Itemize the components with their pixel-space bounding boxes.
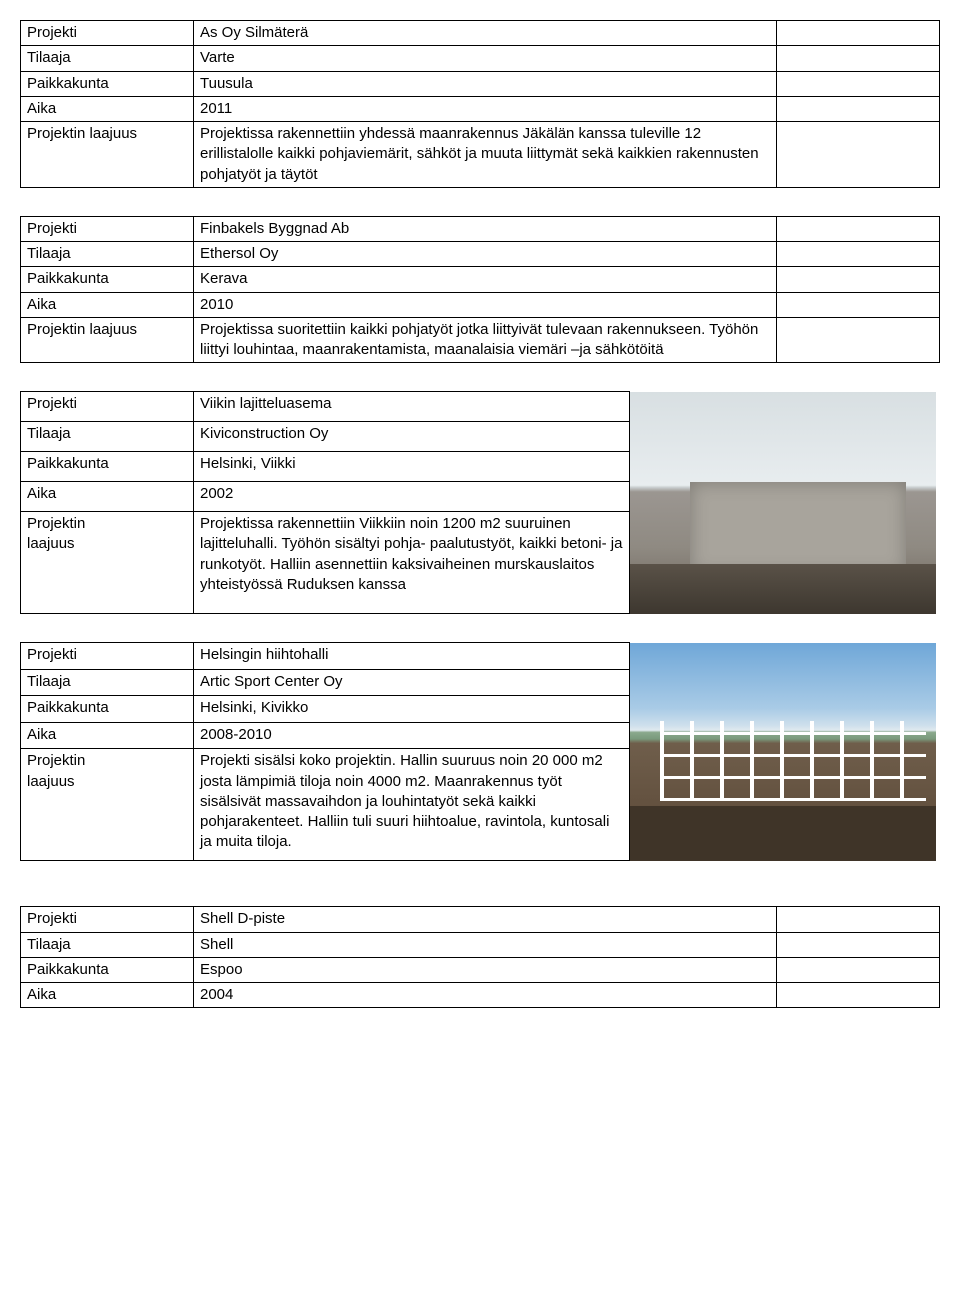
label-laajuus: Projektin laajuus bbox=[21, 317, 194, 363]
value-aika: 2008-2010 bbox=[194, 722, 630, 749]
value-aika: 2011 bbox=[194, 96, 777, 121]
spacer-cell bbox=[777, 46, 940, 71]
label-laajuus: Projektin laajuus bbox=[21, 122, 194, 188]
value-paikkakunta: Espoo bbox=[194, 957, 777, 982]
table-row: Paikkakunta Tuusula bbox=[21, 71, 940, 96]
value-laajuus: Projektissa rakennettiin Viikkiin noin 1… bbox=[194, 512, 630, 614]
project-table-1: Projekti As Oy Silmäterä Tilaaja Varte P… bbox=[20, 20, 940, 188]
photo-cell bbox=[630, 392, 941, 614]
label-laajuus: Projektin laajuus bbox=[21, 512, 194, 614]
label-projekti: Projekti bbox=[21, 907, 194, 932]
table-row: Projekti Shell D-piste bbox=[21, 907, 940, 932]
spacer-cell bbox=[777, 957, 940, 982]
value-laajuus: Projekti sisälsi koko projektin. Hallin … bbox=[194, 749, 630, 861]
table-row: Tilaaja Shell bbox=[21, 932, 940, 957]
spacer-cell bbox=[777, 122, 940, 188]
value-aika: 2002 bbox=[194, 482, 630, 512]
label-aika: Aika bbox=[21, 96, 194, 121]
table-row: Aika 2004 bbox=[21, 983, 940, 1008]
value-paikkakunta: Helsinki, Viikki bbox=[194, 452, 630, 482]
label-projektin-line2: laajuus bbox=[27, 773, 75, 790]
value-laajuus: Projektissa suoritettiin kaikki pohjatyö… bbox=[194, 317, 777, 363]
value-laajuus: Projektissa rakennettiin yhdessä maanrak… bbox=[194, 122, 777, 188]
label-aika: Aika bbox=[21, 983, 194, 1008]
value-paikkakunta: Helsinki, Kivikko bbox=[194, 696, 630, 723]
table-row: Tilaaja Varte bbox=[21, 46, 940, 71]
table-row: Paikkakunta Kerava bbox=[21, 267, 940, 292]
value-projekti: As Oy Silmäterä bbox=[194, 21, 777, 46]
table-row: Projektin laajuus Projektissa rakennetti… bbox=[21, 122, 940, 188]
label-paikkakunta: Paikkakunta bbox=[21, 957, 194, 982]
table-row: Projekti Viikin lajitteluasema bbox=[21, 392, 941, 422]
label-tilaaja: Tilaaja bbox=[21, 669, 194, 696]
label-projekti: Projekti bbox=[21, 643, 194, 670]
project-table-4: Projekti Helsingin hiihtohalli Tilaaja A… bbox=[20, 642, 940, 861]
spacer-cell bbox=[777, 96, 940, 121]
table-row: Projektin laajuus Projektissa suoritetti… bbox=[21, 317, 940, 363]
label-aika: Aika bbox=[21, 722, 194, 749]
label-paikkakunta: Paikkakunta bbox=[21, 452, 194, 482]
label-aika: Aika bbox=[21, 292, 194, 317]
value-tilaaja: Shell bbox=[194, 932, 777, 957]
table-row: Aika 2010 bbox=[21, 292, 940, 317]
value-aika: 2010 bbox=[194, 292, 777, 317]
spacer-cell bbox=[777, 932, 940, 957]
label-projekti: Projekti bbox=[21, 216, 194, 241]
spacer-cell bbox=[777, 71, 940, 96]
table-row: Aika 2011 bbox=[21, 96, 940, 121]
label-projektin-line2: laajuus bbox=[27, 535, 75, 552]
label-projekti: Projekti bbox=[21, 21, 194, 46]
photo-cell bbox=[630, 643, 941, 861]
label-laajuus: Projektin laajuus bbox=[21, 749, 194, 861]
value-tilaaja: Varte bbox=[194, 46, 777, 71]
value-aika: 2004 bbox=[194, 983, 777, 1008]
value-projekti: Viikin lajitteluasema bbox=[194, 392, 630, 422]
value-projekti: Helsingin hiihtohalli bbox=[194, 643, 630, 670]
value-tilaaja: Ethersol Oy bbox=[194, 242, 777, 267]
label-paikkakunta: Paikkakunta bbox=[21, 267, 194, 292]
spacer-cell bbox=[777, 983, 940, 1008]
spacer-cell bbox=[777, 907, 940, 932]
value-paikkakunta: Kerava bbox=[194, 267, 777, 292]
project-photo bbox=[630, 392, 936, 614]
label-projektin-line1: Projektin bbox=[27, 515, 85, 532]
table-row: Tilaaja Ethersol Oy bbox=[21, 242, 940, 267]
spacer-cell bbox=[777, 21, 940, 46]
label-paikkakunta: Paikkakunta bbox=[21, 71, 194, 96]
label-tilaaja: Tilaaja bbox=[21, 932, 194, 957]
value-paikkakunta: Tuusula bbox=[194, 71, 777, 96]
label-projektin-line1: Projektin bbox=[27, 752, 85, 769]
project-table-5: Projekti Shell D-piste Tilaaja Shell Pai… bbox=[20, 906, 940, 1008]
project-table-2: Projekti Finbakels Byggnad Ab Tilaaja Et… bbox=[20, 216, 940, 364]
table-row: Projekti Finbakels Byggnad Ab bbox=[21, 216, 940, 241]
label-projekti: Projekti bbox=[21, 392, 194, 422]
spacer-cell bbox=[777, 292, 940, 317]
value-projekti: Finbakels Byggnad Ab bbox=[194, 216, 777, 241]
spacer-cell bbox=[777, 317, 940, 363]
value-tilaaja: Artic Sport Center Oy bbox=[194, 669, 630, 696]
value-tilaaja: Kiviconstruction Oy bbox=[194, 422, 630, 452]
label-aika: Aika bbox=[21, 482, 194, 512]
label-tilaaja: Tilaaja bbox=[21, 422, 194, 452]
spacer-cell bbox=[777, 267, 940, 292]
table-row: Paikkakunta Espoo bbox=[21, 957, 940, 982]
label-tilaaja: Tilaaja bbox=[21, 242, 194, 267]
table-row: Projekti As Oy Silmäterä bbox=[21, 21, 940, 46]
spacer-cell bbox=[777, 216, 940, 241]
label-tilaaja: Tilaaja bbox=[21, 46, 194, 71]
project-photo bbox=[630, 643, 936, 861]
project-table-3: Projekti Viikin lajitteluasema Tilaaja K… bbox=[20, 391, 940, 614]
value-projekti: Shell D-piste bbox=[194, 907, 777, 932]
spacer-cell bbox=[777, 242, 940, 267]
table-row: Projekti Helsingin hiihtohalli bbox=[21, 643, 941, 670]
label-paikkakunta: Paikkakunta bbox=[21, 696, 194, 723]
